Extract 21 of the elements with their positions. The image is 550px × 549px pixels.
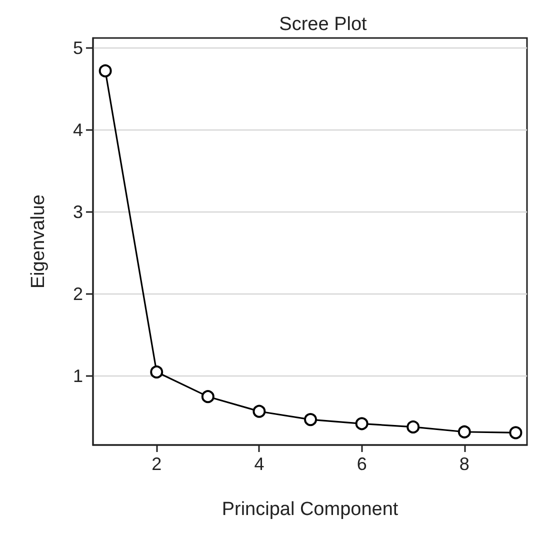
y-tick-label: 4 [72, 120, 83, 140]
y-tick-label: 5 [72, 38, 83, 58]
x-tick-label: 8 [459, 454, 470, 474]
y-tick-label: 3 [72, 202, 83, 222]
point [355, 417, 368, 430]
x-tick-label: 4 [254, 454, 264, 474]
point [458, 425, 471, 438]
point [150, 365, 164, 378]
point [406, 420, 420, 434]
point [201, 390, 214, 404]
y-tick-label: 1 [72, 366, 83, 386]
point [304, 413, 318, 426]
x-axis-title: Principal Component [222, 499, 399, 520]
point [509, 426, 522, 440]
point [252, 404, 266, 418]
y-tick-label: 2 [72, 284, 83, 304]
x-tick-label: 2 [152, 454, 162, 474]
point [98, 64, 112, 78]
x-tick-label: 6 [356, 454, 367, 474]
chart-title: Scree Plot [279, 14, 368, 35]
y-axis-title: Eigenvalue [28, 194, 49, 289]
